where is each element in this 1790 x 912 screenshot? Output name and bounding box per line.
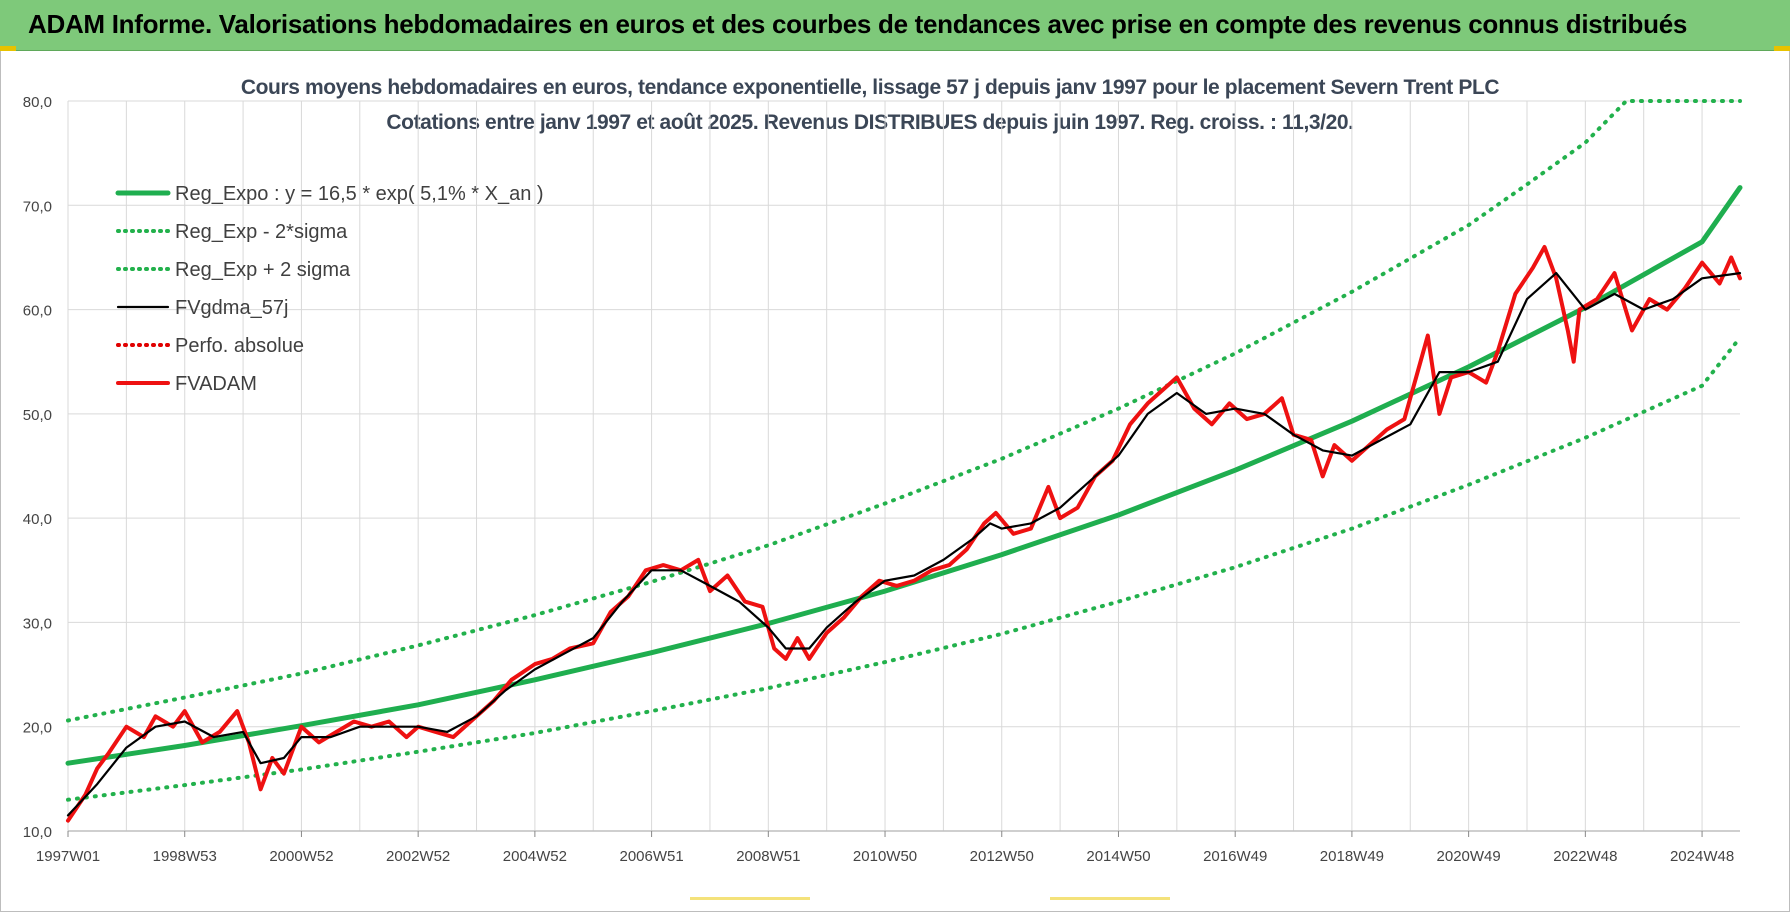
x-tick-label: 2018W49: [1320, 848, 1384, 865]
series-line-2: [66, 99, 1742, 723]
legend-label: Perfo. absolue: [175, 335, 304, 357]
x-tick-label: 2024W48: [1670, 848, 1734, 865]
legend-label: FVADAM: [175, 373, 257, 395]
x-tick-label: 2012W50: [970, 848, 1034, 865]
x-axis-ticks: 1997W01 1998W53 2000W52 2002W52 2004W52 2006W…: [36, 831, 1734, 865]
grid: [67, 100, 1740, 832]
series-line-3: [66, 272, 1742, 817]
x-tick-label: 2016W49: [1203, 848, 1267, 865]
x-tick-label: 2000W52: [269, 848, 333, 865]
y-tick-label: 60,0: [23, 303, 52, 320]
y-axis-ticks: 10,0 20,0 30,0 40,0 50,0 60,0 70,0 80,0: [23, 94, 52, 841]
legend-label: FVgdma_57j: [175, 297, 288, 319]
x-tick-label: 1997W01: [36, 848, 100, 865]
y-tick-label: 70,0: [23, 198, 52, 215]
chart-title: Cours moyens hebdomadaires en euros, ten…: [240, 76, 1500, 99]
x-tick-label: 2020W49: [1437, 848, 1501, 865]
x-tick-label: 2004W52: [503, 848, 567, 865]
chart-subtitle: Cotations entre janv 1997 et août 2025. …: [386, 111, 1354, 134]
x-tick-label: 2006W51: [619, 848, 683, 865]
x-tick-label: 2002W52: [386, 848, 450, 865]
series-line-5: [66, 245, 1742, 823]
x-tick-label: 1998W53: [153, 848, 217, 865]
y-tick-label: 40,0: [23, 511, 52, 528]
legend-label: Reg_Exp - 2*sigma: [175, 221, 348, 243]
series-line-0: [65, 185, 1743, 766]
x-tick-label: 2008W51: [736, 848, 800, 865]
page-title: ADAM Informe. Valorisations hebdomadaire…: [28, 9, 1688, 39]
legend-label: Reg_Expo : y = 16,5 * exp( 5,1% * X_an ): [175, 183, 544, 205]
corner-marker: [1774, 46, 1790, 51]
y-tick-label: 50,0: [23, 407, 52, 424]
bottom-marker: [690, 897, 810, 900]
corner-marker: [0, 46, 16, 51]
y-tick-label: 20,0: [23, 720, 52, 737]
series-lines: [65, 99, 1743, 823]
bottom-marker: [1050, 897, 1170, 900]
legend-label: Reg_Exp + 2 sigma: [175, 259, 351, 281]
y-tick-label: 80,0: [23, 94, 52, 111]
y-tick-label: 10,0: [23, 824, 52, 841]
x-tick-label: 2010W50: [853, 848, 917, 865]
legend: Reg_Expo : y = 16,5 * exp( 5,1% * X_an )…: [115, 183, 544, 395]
series-line-1: [66, 335, 1742, 802]
y-tick-label: 30,0: [23, 615, 52, 632]
header-banner: ADAM Informe. Valorisations hebdomadaire…: [0, 0, 1790, 51]
x-tick-label: 2014W50: [1086, 848, 1150, 865]
x-tick-label: 2022W48: [1553, 848, 1617, 865]
